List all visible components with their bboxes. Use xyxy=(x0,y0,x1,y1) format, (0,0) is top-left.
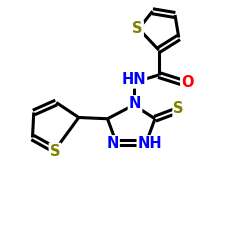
Text: N: N xyxy=(106,136,119,151)
Text: S: S xyxy=(174,101,184,116)
Text: S: S xyxy=(50,144,60,159)
Text: NH: NH xyxy=(138,136,162,151)
Text: HN: HN xyxy=(122,72,146,88)
Text: O: O xyxy=(181,75,194,90)
Text: S: S xyxy=(132,21,143,36)
Text: N: N xyxy=(129,96,141,111)
